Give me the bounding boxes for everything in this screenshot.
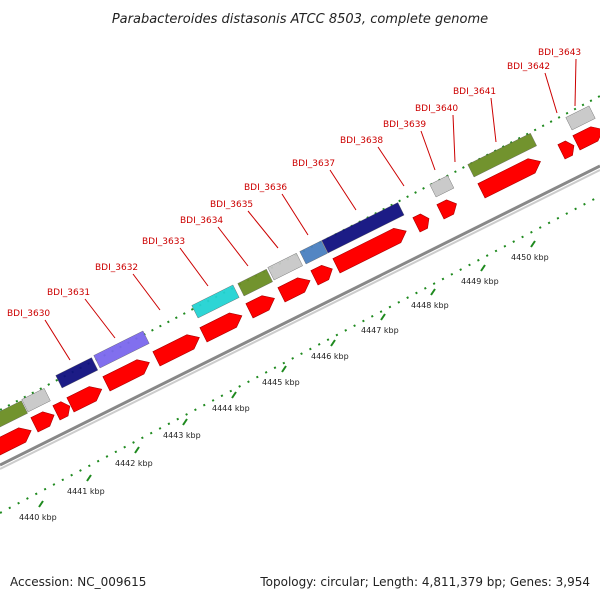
svg-text:BDI_3639: BDI_3639 — [383, 120, 426, 130]
gene-label: BDI_3631 — [47, 288, 116, 339]
forward-gene-arrow — [66, 386, 103, 413]
gene-label: BDI_3642 — [507, 62, 558, 114]
scale-label: 4450 kbp — [511, 253, 549, 262]
backbone-line — [0, 164, 600, 467]
scale-label: 4446 kbp — [311, 352, 349, 361]
scale-track — [0, 195, 600, 514]
gene-labels: BDI_3630 BDI_3631 BDI_3632 BDI_3633 BDI_3634… — [7, 48, 581, 361]
annotation-box — [191, 284, 240, 319]
annotation-box — [0, 400, 28, 428]
gene-label: BDI_3632 — [95, 263, 161, 311]
forward-gene-arrow — [152, 334, 200, 367]
forward-gene-arrow — [572, 126, 600, 151]
annotation-box — [429, 175, 455, 198]
scale-major-tick — [38, 500, 44, 508]
annotation-box — [467, 132, 537, 178]
svg-text:BDI_3637: BDI_3637 — [292, 159, 335, 169]
backbone-shadow — [0, 169, 600, 470]
annotation-box — [93, 330, 150, 369]
scale-label: 4448 kbp — [411, 301, 449, 310]
forward-gene-arrow — [0, 427, 32, 456]
scale-major-tick — [330, 339, 336, 347]
scale-label: 4445 kbp — [262, 378, 300, 387]
gene-features — [0, 105, 600, 456]
scale-major-tick — [281, 365, 287, 373]
gene-label: BDI_3641 — [453, 87, 497, 143]
svg-text:BDI_3634: BDI_3634 — [180, 216, 223, 226]
svg-text:BDI_3632: BDI_3632 — [95, 263, 138, 273]
forward-gene-arrow — [245, 295, 275, 319]
svg-text:BDI_3642: BDI_3642 — [507, 62, 550, 72]
gene-label: BDI_3633 — [142, 237, 209, 287]
scale-major-tick — [530, 240, 536, 248]
scale-label: 4441 kbp — [67, 487, 105, 496]
map-title: Parabacteroides distasonis ATCC 8503, co… — [112, 12, 488, 27]
forward-gene-arrow — [332, 228, 407, 274]
scale-major-tick — [430, 288, 436, 296]
scale-label: 4442 kbp — [115, 459, 153, 468]
scale-label: 4447 kbp — [361, 326, 399, 335]
annotation-box — [267, 252, 303, 281]
forward-gene-arrow — [102, 359, 150, 392]
svg-text:BDI_3640: BDI_3640 — [415, 104, 458, 114]
forward-gene-arrow — [557, 140, 575, 160]
accession-text: Accession: NC_009615 — [10, 575, 146, 589]
scale-label: 4444 kbp — [212, 404, 250, 413]
forward-gene-arrow — [310, 265, 333, 286]
scale-ticks: 4440 kbp 4441 kbp 4442 kbp 4443 kbp 4444 kbp… — [19, 240, 549, 522]
scale-major-tick — [86, 474, 92, 482]
gene-label: BDI_3643 — [538, 48, 581, 107]
gene-label: BDI_3637 — [292, 159, 357, 211]
gene-label: BDI_3638 — [340, 136, 405, 187]
svg-text:BDI_3630: BDI_3630 — [7, 309, 50, 319]
annotation-box — [299, 240, 328, 265]
annotation-box — [321, 202, 405, 254]
gene-label: BDI_3630 — [7, 309, 71, 361]
forward-gene-arrow — [477, 158, 541, 199]
scale-major-tick — [380, 313, 386, 321]
svg-text:BDI_3636: BDI_3636 — [244, 183, 287, 193]
forward-gene-arrow — [52, 401, 71, 421]
scale-label: 4440 kbp — [19, 513, 57, 522]
gene-label: BDI_3635 — [210, 200, 279, 249]
scale-major-tick — [182, 418, 188, 426]
forward-gene-arrow — [412, 213, 430, 233]
gene-label: BDI_3636 — [244, 183, 309, 236]
annotation-box — [237, 268, 273, 297]
scale-major-tick — [134, 446, 140, 454]
gene-label: BDI_3634 — [180, 216, 249, 267]
gene-label: BDI_3640 — [415, 104, 458, 163]
svg-text:BDI_3641: BDI_3641 — [453, 87, 496, 97]
topology-text: Topology: circular; Length: 4,811,379 bp… — [259, 575, 590, 589]
scale-label: 4443 kbp — [163, 431, 201, 440]
forward-gene-arrow — [199, 312, 243, 343]
scale-label: 4449 kbp — [461, 277, 499, 286]
svg-text:BDI_3635: BDI_3635 — [210, 200, 253, 210]
annotation-box — [55, 357, 99, 389]
forward-gene-arrow — [277, 277, 311, 303]
forward-gene-arrow — [436, 199, 457, 220]
svg-text:BDI_3631: BDI_3631 — [47, 288, 90, 298]
forward-gene-arrow — [30, 411, 55, 433]
gene-label: BDI_3639 — [383, 120, 436, 171]
scale-major-tick — [480, 264, 486, 272]
scale-major-tick — [231, 391, 237, 399]
svg-text:BDI_3638: BDI_3638 — [340, 136, 383, 146]
annotation-box — [21, 388, 51, 413]
svg-text:BDI_3633: BDI_3633 — [142, 237, 185, 247]
annotation-box — [565, 105, 596, 131]
svg-text:BDI_3643: BDI_3643 — [538, 48, 581, 58]
